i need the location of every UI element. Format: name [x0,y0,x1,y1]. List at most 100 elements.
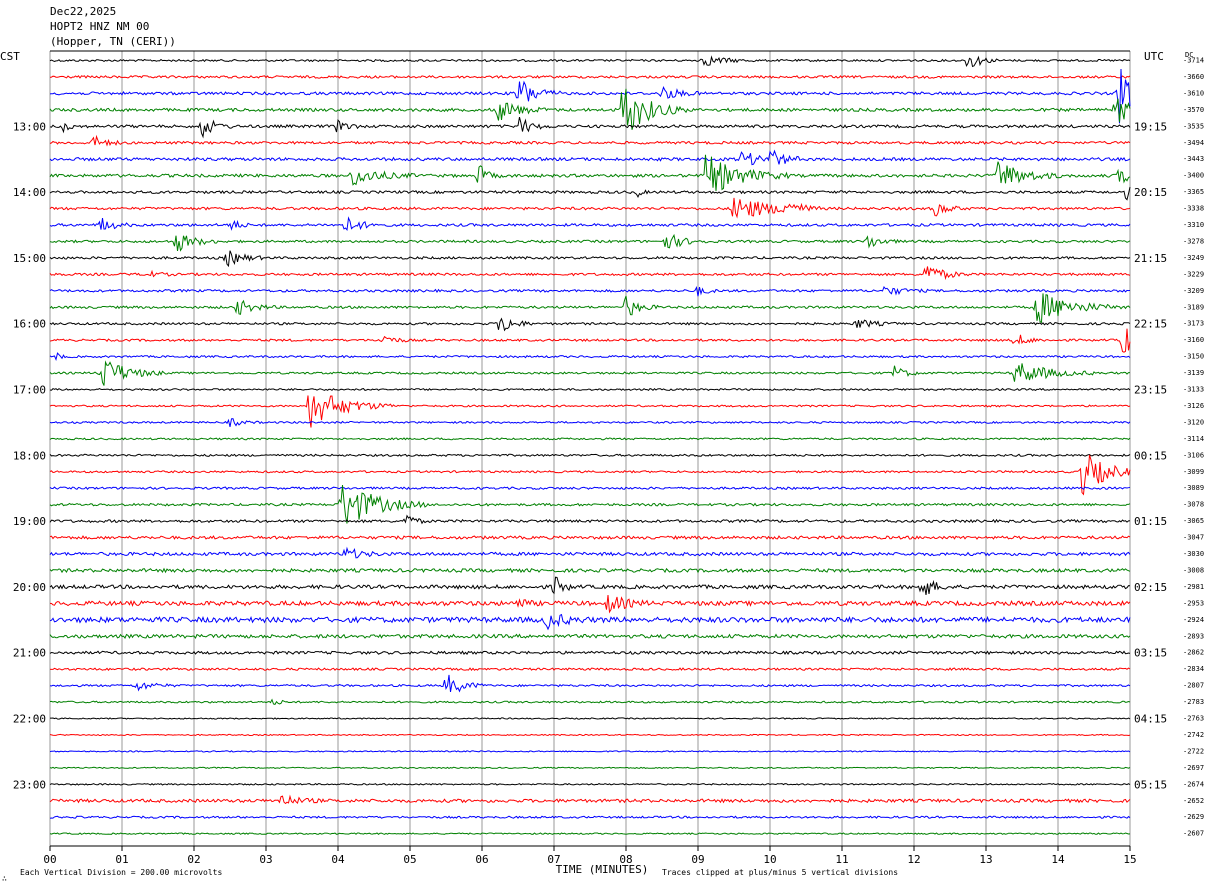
dc-offset-label: -3338 [1183,205,1204,213]
trace-line [49,266,1131,281]
trace-line [49,149,1131,166]
x-axis-ticks: 00 01 02 03 04 05 06 07 08 09 10 11 12 13 14 15 [43,846,1137,866]
dc-offset-label: -3278 [1183,237,1204,245]
dc-offset-label: -3120 [1183,418,1204,426]
trace-line [49,395,1131,428]
dc-offset-label: -2697 [1183,764,1204,772]
trace-line [49,650,1131,656]
scale-note: Each Vertical Division = 200.00 microvol… [20,868,222,877]
right-hour-labels: 19:15 20:15 21:15 22:15 23:15 00:15 01:15 02:15… [1134,120,1167,791]
trace-line [49,387,1131,392]
header-date: Dec22,2025 [50,5,116,18]
header-location: (Hopper, TN (CERI)) [50,35,176,48]
dc-label: DC [1185,51,1193,59]
trace-line [49,418,1131,428]
x-tick-label: 00 [43,853,56,866]
minute-gridlines [49,51,1131,846]
dc-offset-label: -3133 [1183,386,1204,394]
left-hour-label: 17:00 [13,384,46,397]
trace-line [49,698,1131,705]
dc-offset-label: -3089 [1183,484,1204,492]
trace-line [49,453,1131,458]
dc-offset-label: -2924 [1183,616,1204,624]
left-hour-label: 20:00 [13,581,46,594]
dc-offset-label: -2807 [1183,682,1204,690]
dc-offset-label: -3229 [1183,270,1204,278]
right-hour-label: 01:15 [1134,515,1167,528]
x-tick-label: 11 [835,853,848,866]
trace-line [49,454,1131,496]
x-tick-label: 08 [619,853,632,866]
trace-line [49,328,1131,353]
left-hour-labels: 13:00 14:00 15:00 16:00 17:00 18:00 19:00 20:00… [13,120,46,791]
left-timezone-label: CST [0,50,20,63]
trace-line [49,832,1131,835]
dc-offset-label: -3310 [1183,221,1204,229]
x-tick-label: 14 [1051,853,1065,866]
dc-offset-label: -3714 [1183,57,1204,65]
dc-offset-label: -3160 [1183,336,1204,344]
x-tick-label: 13 [979,853,992,866]
dc-offset-label: -3365 [1183,188,1204,196]
dc-offset-label: -2783 [1183,698,1204,706]
trace-line [49,514,1131,525]
x-tick-label: 10 [763,853,776,866]
trace-line [49,68,1131,124]
x-tick-label: 05 [403,853,416,866]
dc-offset-label: -2652 [1183,797,1204,805]
left-hour-label: 16:00 [13,318,46,331]
dc-offset-label: -2862 [1183,649,1204,657]
trace-line [49,134,1131,147]
trace-line [49,815,1131,819]
trace-line [49,437,1131,441]
header-station: HOPT2 HNZ NM 00 [50,20,149,33]
dc-offset-label: -3209 [1183,287,1204,295]
x-tick-label: 07 [547,853,560,866]
trace-line [49,154,1131,192]
dc-offset-label: -3099 [1183,468,1204,476]
dc-offset-label: -3660 [1183,73,1204,81]
dc-offset-label: -3008 [1183,566,1204,574]
trace-line [49,352,1131,361]
trace-line [49,74,1131,79]
trace-line [49,535,1131,540]
left-hour-label: 23:00 [13,778,46,791]
dc-offset-label: -2834 [1183,665,1204,673]
trace-line [49,667,1131,672]
dc-offset-label: -2742 [1183,731,1204,739]
left-hour-label: 14:00 [13,186,46,199]
dc-offset-label: -2763 [1183,715,1204,723]
dc-offset-labels: -3714 -3660 -3610 -3570 -3535 -3494 -3443 -3400… [1183,57,1204,838]
trace-line [49,674,1131,693]
dc-offset-label: -3030 [1183,550,1204,558]
trace-line [49,750,1131,753]
right-hour-label: 20:15 [1134,186,1167,199]
dc-offset-label: -2674 [1183,780,1204,788]
trace-line [49,197,1131,219]
left-hour-label: 13:00 [13,120,46,133]
trace-line [50,717,1131,720]
trace-line [49,567,1131,574]
trace-line [49,794,1131,805]
seismic-traces [49,55,1131,835]
dc-offset-label: -3535 [1183,122,1204,130]
x-tick-label: 02 [187,853,200,866]
dc-offset-label: -2953 [1183,599,1204,607]
corner-mark: ∴ [2,874,7,883]
trace-line [49,233,1131,252]
trace-line [49,55,1131,68]
clip-note: Traces clipped at plus/minus 5 vertical … [662,868,898,877]
dc-offset-label: -3150 [1183,353,1204,361]
trace-line [49,360,1130,386]
trace-line [49,317,1131,332]
trace-line [49,782,1131,786]
x-tick-label: 15 [1123,853,1136,866]
trace-line [49,613,1131,631]
dc-offset-label: -2981 [1183,583,1204,591]
dc-offset-label: -3443 [1183,155,1204,163]
right-hour-label: 04:15 [1134,713,1167,726]
trace-line [49,546,1131,559]
x-tick-label: 06 [475,853,488,866]
dc-offset-label: -3610 [1183,89,1204,97]
